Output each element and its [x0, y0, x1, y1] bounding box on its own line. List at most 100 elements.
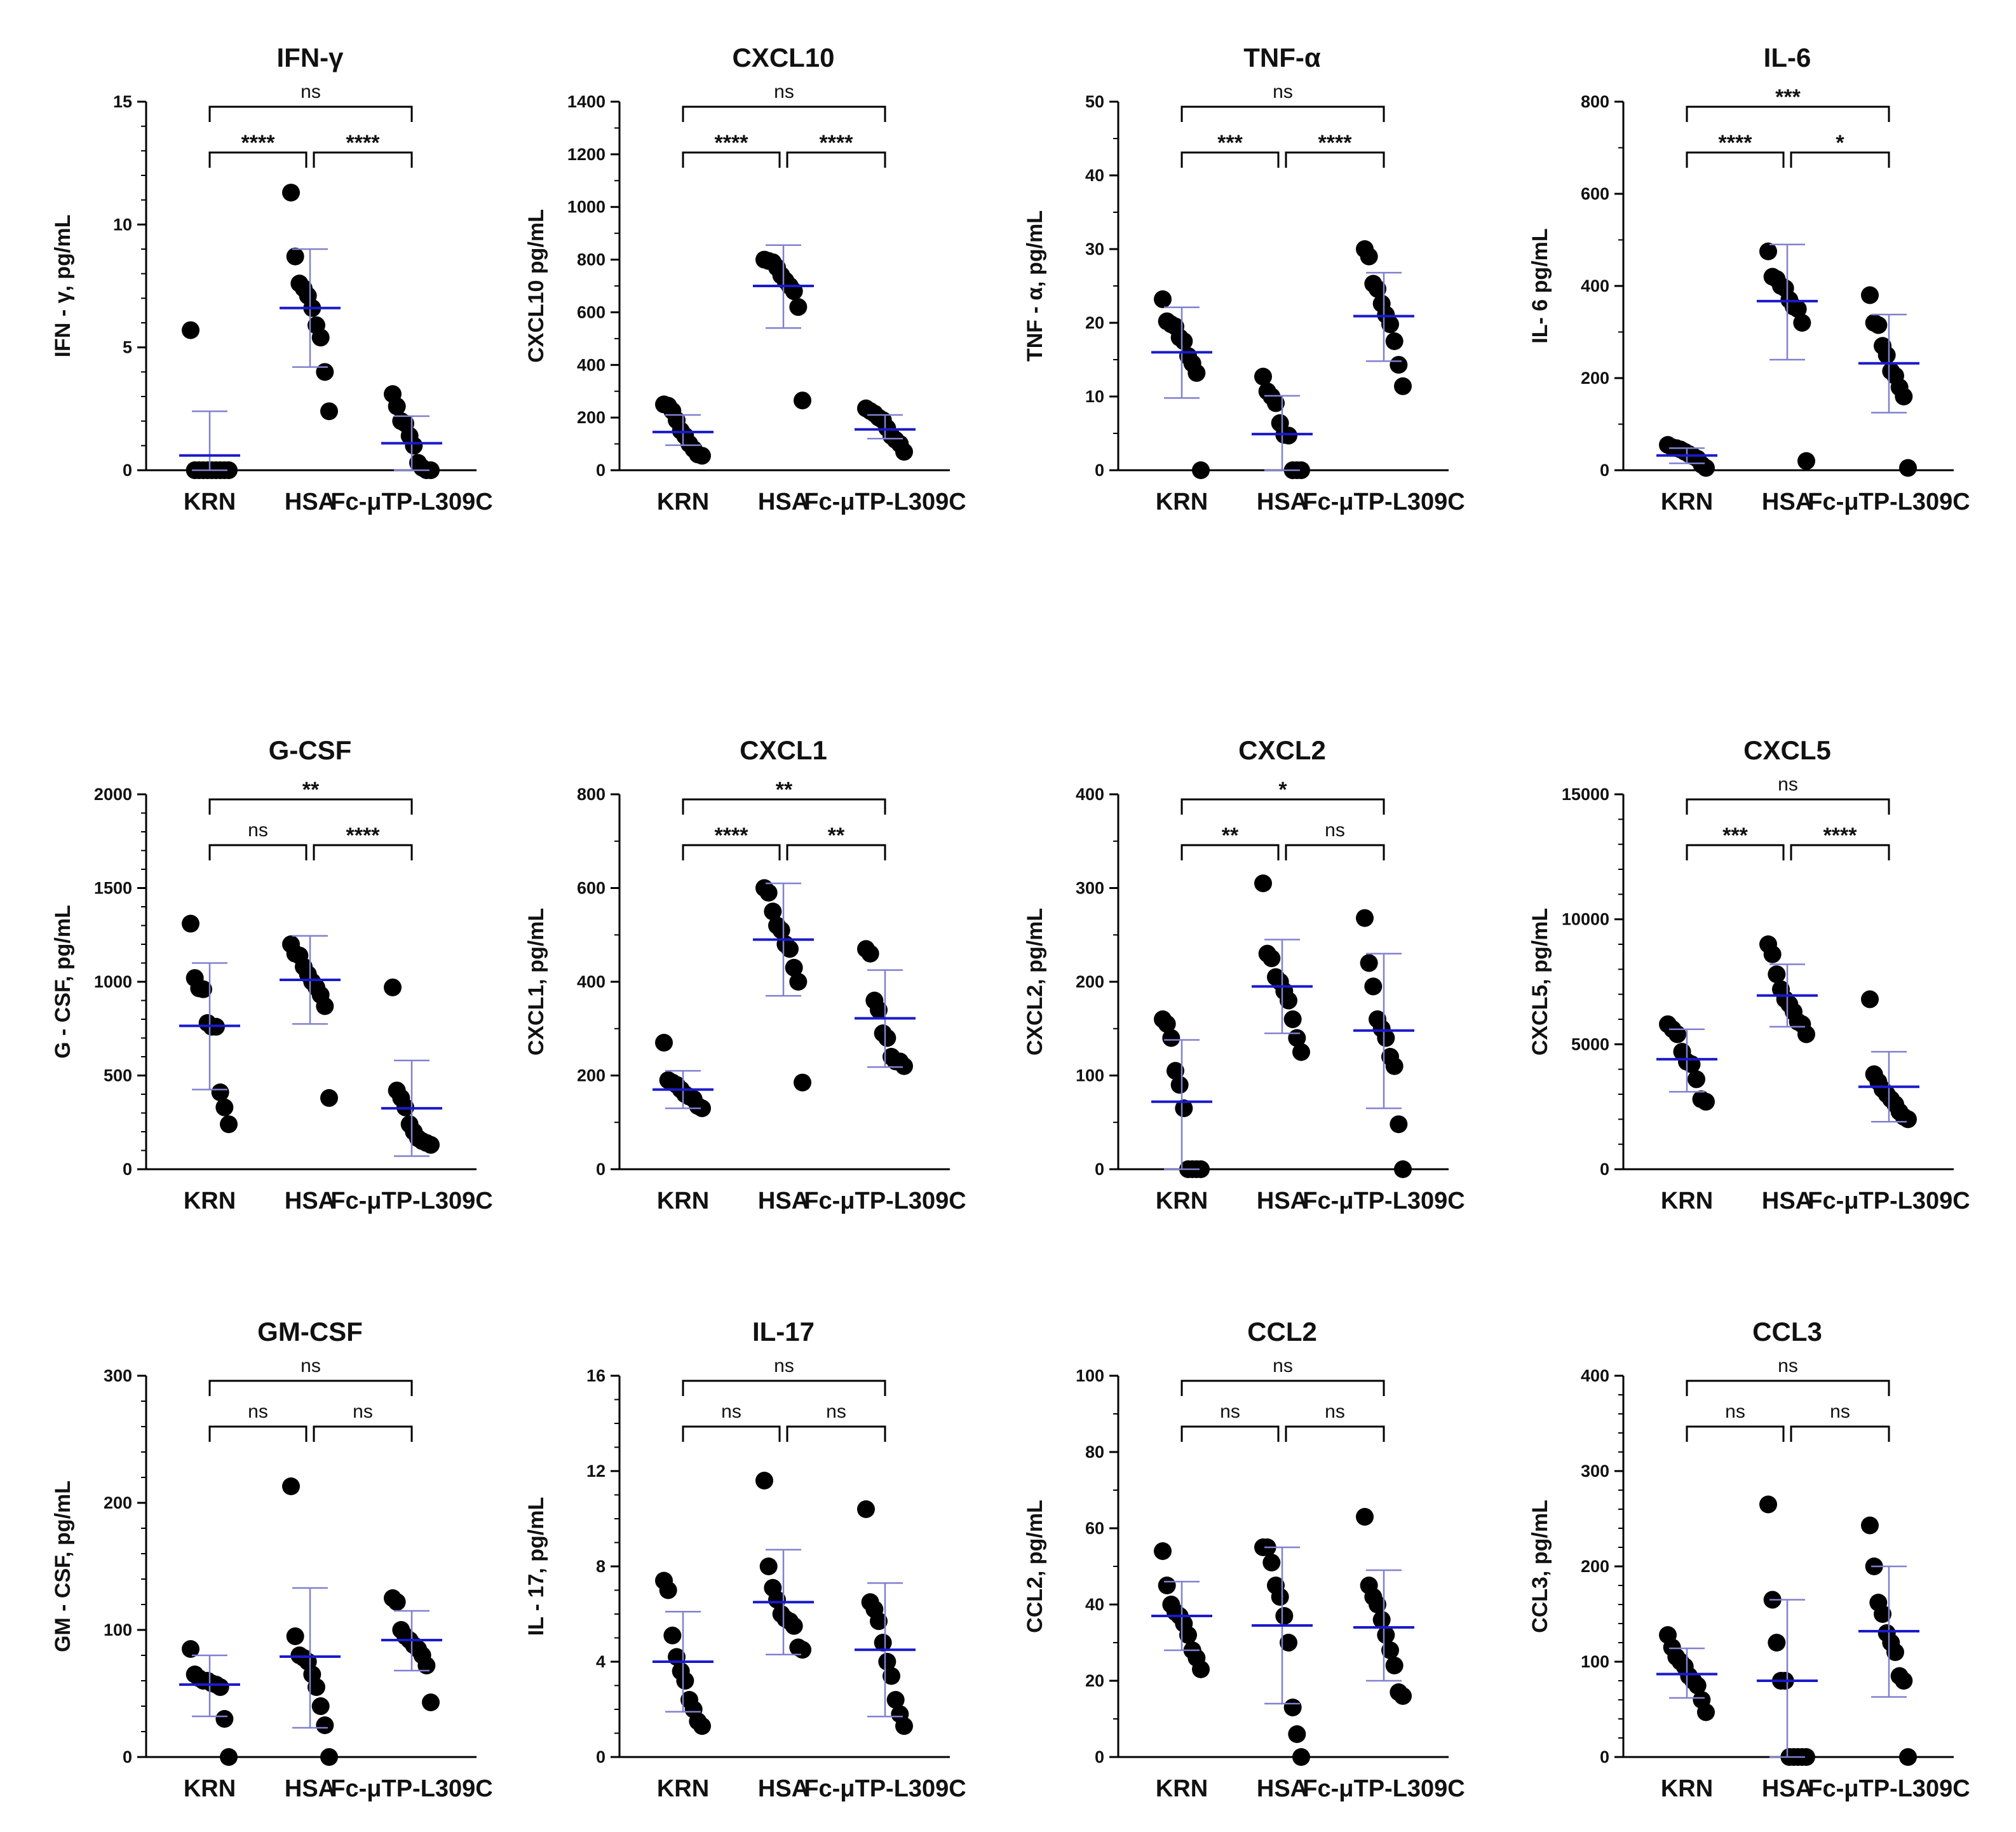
chart-gcsf-point: [182, 914, 200, 933]
chart-il6-ytick-label: 200: [1581, 369, 1609, 388]
chart-cxcl5-ytick-label: 0: [1600, 1160, 1609, 1179]
chart-ifng-xtick-label: KRN: [184, 489, 236, 515]
chart-cxcl10-significance-label: ****: [715, 131, 749, 155]
chart-gcsf-significance-label: ****: [346, 824, 381, 848]
chart-il17-point: [693, 1717, 711, 1735]
chart-ccl2-xtick-label: HSA: [1257, 1775, 1308, 1802]
chart-cxcl2-title: CXCL2: [1238, 735, 1326, 765]
chart-ccl3-xtick-label: Fc-μTP-L309C: [1808, 1775, 1970, 1802]
chart-il17-point: [857, 1500, 875, 1518]
chart-cxcl5-point: [1668, 1025, 1686, 1043]
chart-gmcsf-point: [316, 1716, 334, 1734]
chart-cxcl1-ylabel: CXCL1, pg/mL: [524, 908, 548, 1055]
chart-tnfa-point: [1175, 332, 1193, 350]
chart-ifng-ylabel: IFN - γ, pg/mL: [51, 215, 75, 358]
chart-cxcl2-point: [1283, 1010, 1302, 1028]
chart-cxcl2-point: [1390, 1115, 1408, 1134]
chart-gcsf-xtick-label: Fc-μTP-L309C: [330, 1188, 493, 1214]
chart-tnfa-point: [1394, 377, 1412, 395]
chart-cxcl1-point: [693, 1099, 711, 1118]
chart-gcsf-significance-label: ns: [248, 820, 268, 841]
chart-tnfa-bracket: [1285, 151, 1385, 168]
chart-tnfa-title: TNF-α: [1243, 43, 1321, 72]
chart-cxcl2-ytick-label: 100: [1076, 1066, 1104, 1085]
chart-cxcl10-bracket: [682, 151, 781, 168]
chart-tnfa-panel: TNF-α TNF - α, pg/mL 0 10 20 30 40 50 KRN HSAFc-μ…: [1023, 43, 1465, 515]
chart-ifng-point: [316, 363, 334, 381]
chart-gcsf-bracket: [208, 798, 413, 815]
chart-cxcl5-point: [1763, 945, 1782, 963]
chart-cxcl2-ytick-label: 0: [1095, 1160, 1104, 1179]
chart-ifng-point: [405, 437, 423, 455]
chart-ccl2-xtick-label: Fc-μTP-L309C: [1302, 1775, 1465, 1802]
chart-gmcsf-panel: GM-CSF GM - CSF, pg/mL 0 100 200 300 KRN HSAFc-…: [51, 1317, 493, 1802]
chart-cxcl5-significance-label: ns: [1778, 774, 1798, 795]
chart-il17-xtick-label: HSA: [758, 1775, 809, 1802]
chart-cxcl10-ytick-label: 0: [596, 461, 605, 480]
chart-cxcl2-point: [1192, 1160, 1210, 1178]
chart-cxcl1-point: [781, 940, 799, 958]
chart-ccl3-point: [1886, 1643, 1904, 1661]
chart-gcsf-xtick-label: HSA: [285, 1188, 335, 1214]
chart-cxcl2-point: [1170, 1076, 1189, 1094]
chart-tnfa-ytick-label: 30: [1085, 240, 1104, 259]
chart-cxcl1-xtick-label: HSA: [758, 1188, 809, 1214]
chart-ccl3-ytick-label: 100: [1581, 1652, 1609, 1671]
chart-ccl2-point: [1356, 1508, 1374, 1526]
chart-il6-ytick-label: 400: [1581, 276, 1609, 295]
chart-ccl3-bracket: [1686, 1425, 1785, 1442]
chart-il17-point: [895, 1717, 913, 1735]
chart-ifng-point: [311, 329, 330, 347]
chart-ccl2-ytick-label: 80: [1085, 1442, 1104, 1462]
chart-tnfa-point: [1360, 247, 1378, 266]
chart-ifng-panel: IFN-γ IFN - γ, pg/mL 0 5 10 15 KRN HSAFc-μTP-L3…: [51, 43, 493, 515]
chart-gmcsf-ytick-label: 200: [104, 1493, 132, 1512]
chart-gmcsf-point: [320, 1748, 338, 1766]
chart-cxcl1-ytick-label: 200: [577, 1066, 605, 1085]
chart-cxcl2-point: [1394, 1160, 1412, 1178]
chart-il17-panel: IL-17 IL - 17, pg/mL 0 4 8 12 16 KRN HSAFc-μTP-L…: [524, 1317, 966, 1802]
chart-cxcl10-ytick-label: 200: [577, 408, 605, 427]
chart-ccl2-point: [1158, 1577, 1176, 1594]
chart-ccl2-point: [1275, 1607, 1294, 1625]
chart-cxcl2-bracket: [1181, 844, 1280, 860]
chart-ccl2-ytick-label: 100: [1076, 1366, 1104, 1385]
chart-il6-point: [1789, 300, 1807, 318]
chart-ccl3-ytick-label: 200: [1581, 1557, 1609, 1576]
chart-gmcsf-ytick-label: 100: [104, 1620, 132, 1639]
chart-ccl2-ylabel: CCL2, pg/mL: [1023, 1500, 1047, 1633]
chart-cxcl2-point: [1385, 1057, 1404, 1075]
chart-ccl3-bracket: [1686, 1380, 1890, 1396]
chart-gcsf-ytick-label: 2000: [94, 785, 132, 804]
chart-gmcsf-xtick-label: KRN: [184, 1775, 236, 1802]
chart-gcsf-point: [320, 1089, 338, 1107]
chart-tnfa-point: [1267, 394, 1285, 412]
chart-ccl3-point: [1759, 1495, 1777, 1514]
chart-ccl2-point: [1154, 1542, 1172, 1560]
chart-cxcl5-significance-label: ***: [1722, 824, 1748, 848]
chart-cxcl2-significance-label: *: [1278, 778, 1287, 802]
chart-gmcsf-xtick-label: Fc-μTP-L309C: [330, 1775, 493, 1802]
chart-il17-point: [886, 1691, 905, 1709]
chart-il17-point: [883, 1667, 900, 1685]
chart-tnfa-point: [1254, 367, 1272, 386]
chart-cxcl1-ytick-label: 400: [577, 972, 605, 991]
chart-ccl3-title: CCL3: [1752, 1317, 1822, 1347]
chart-ifng-bracket: [208, 151, 308, 168]
chart-ccl3-point: [1895, 1672, 1913, 1690]
chart-il6-title: IL-6: [1764, 43, 1811, 72]
chart-cxcl5-xtick-label: HSA: [1762, 1188, 1813, 1214]
chart-gcsf-point: [220, 1115, 238, 1134]
chart-tnfa-point: [1385, 332, 1404, 350]
chart-gmcsf-point: [215, 1710, 234, 1728]
chart-ccl3-point: [1768, 1634, 1786, 1652]
chart-cxcl2-point: [1167, 1062, 1184, 1080]
chart-gcsf-significance-label: **: [302, 778, 320, 802]
chart-tnfa-ytick-label: 0: [1095, 461, 1104, 480]
chart-il17-ytick-label: 8: [596, 1557, 605, 1576]
chart-ccl2-point: [1394, 1687, 1412, 1705]
chart-cxcl10-xtick-label: Fc-μTP-L309C: [804, 489, 966, 515]
chart-cxcl10-ytick-label: 1400: [567, 92, 605, 111]
chart-gmcsf-ytick-label: 0: [123, 1747, 132, 1767]
chart-tnfa-point: [1292, 461, 1310, 479]
